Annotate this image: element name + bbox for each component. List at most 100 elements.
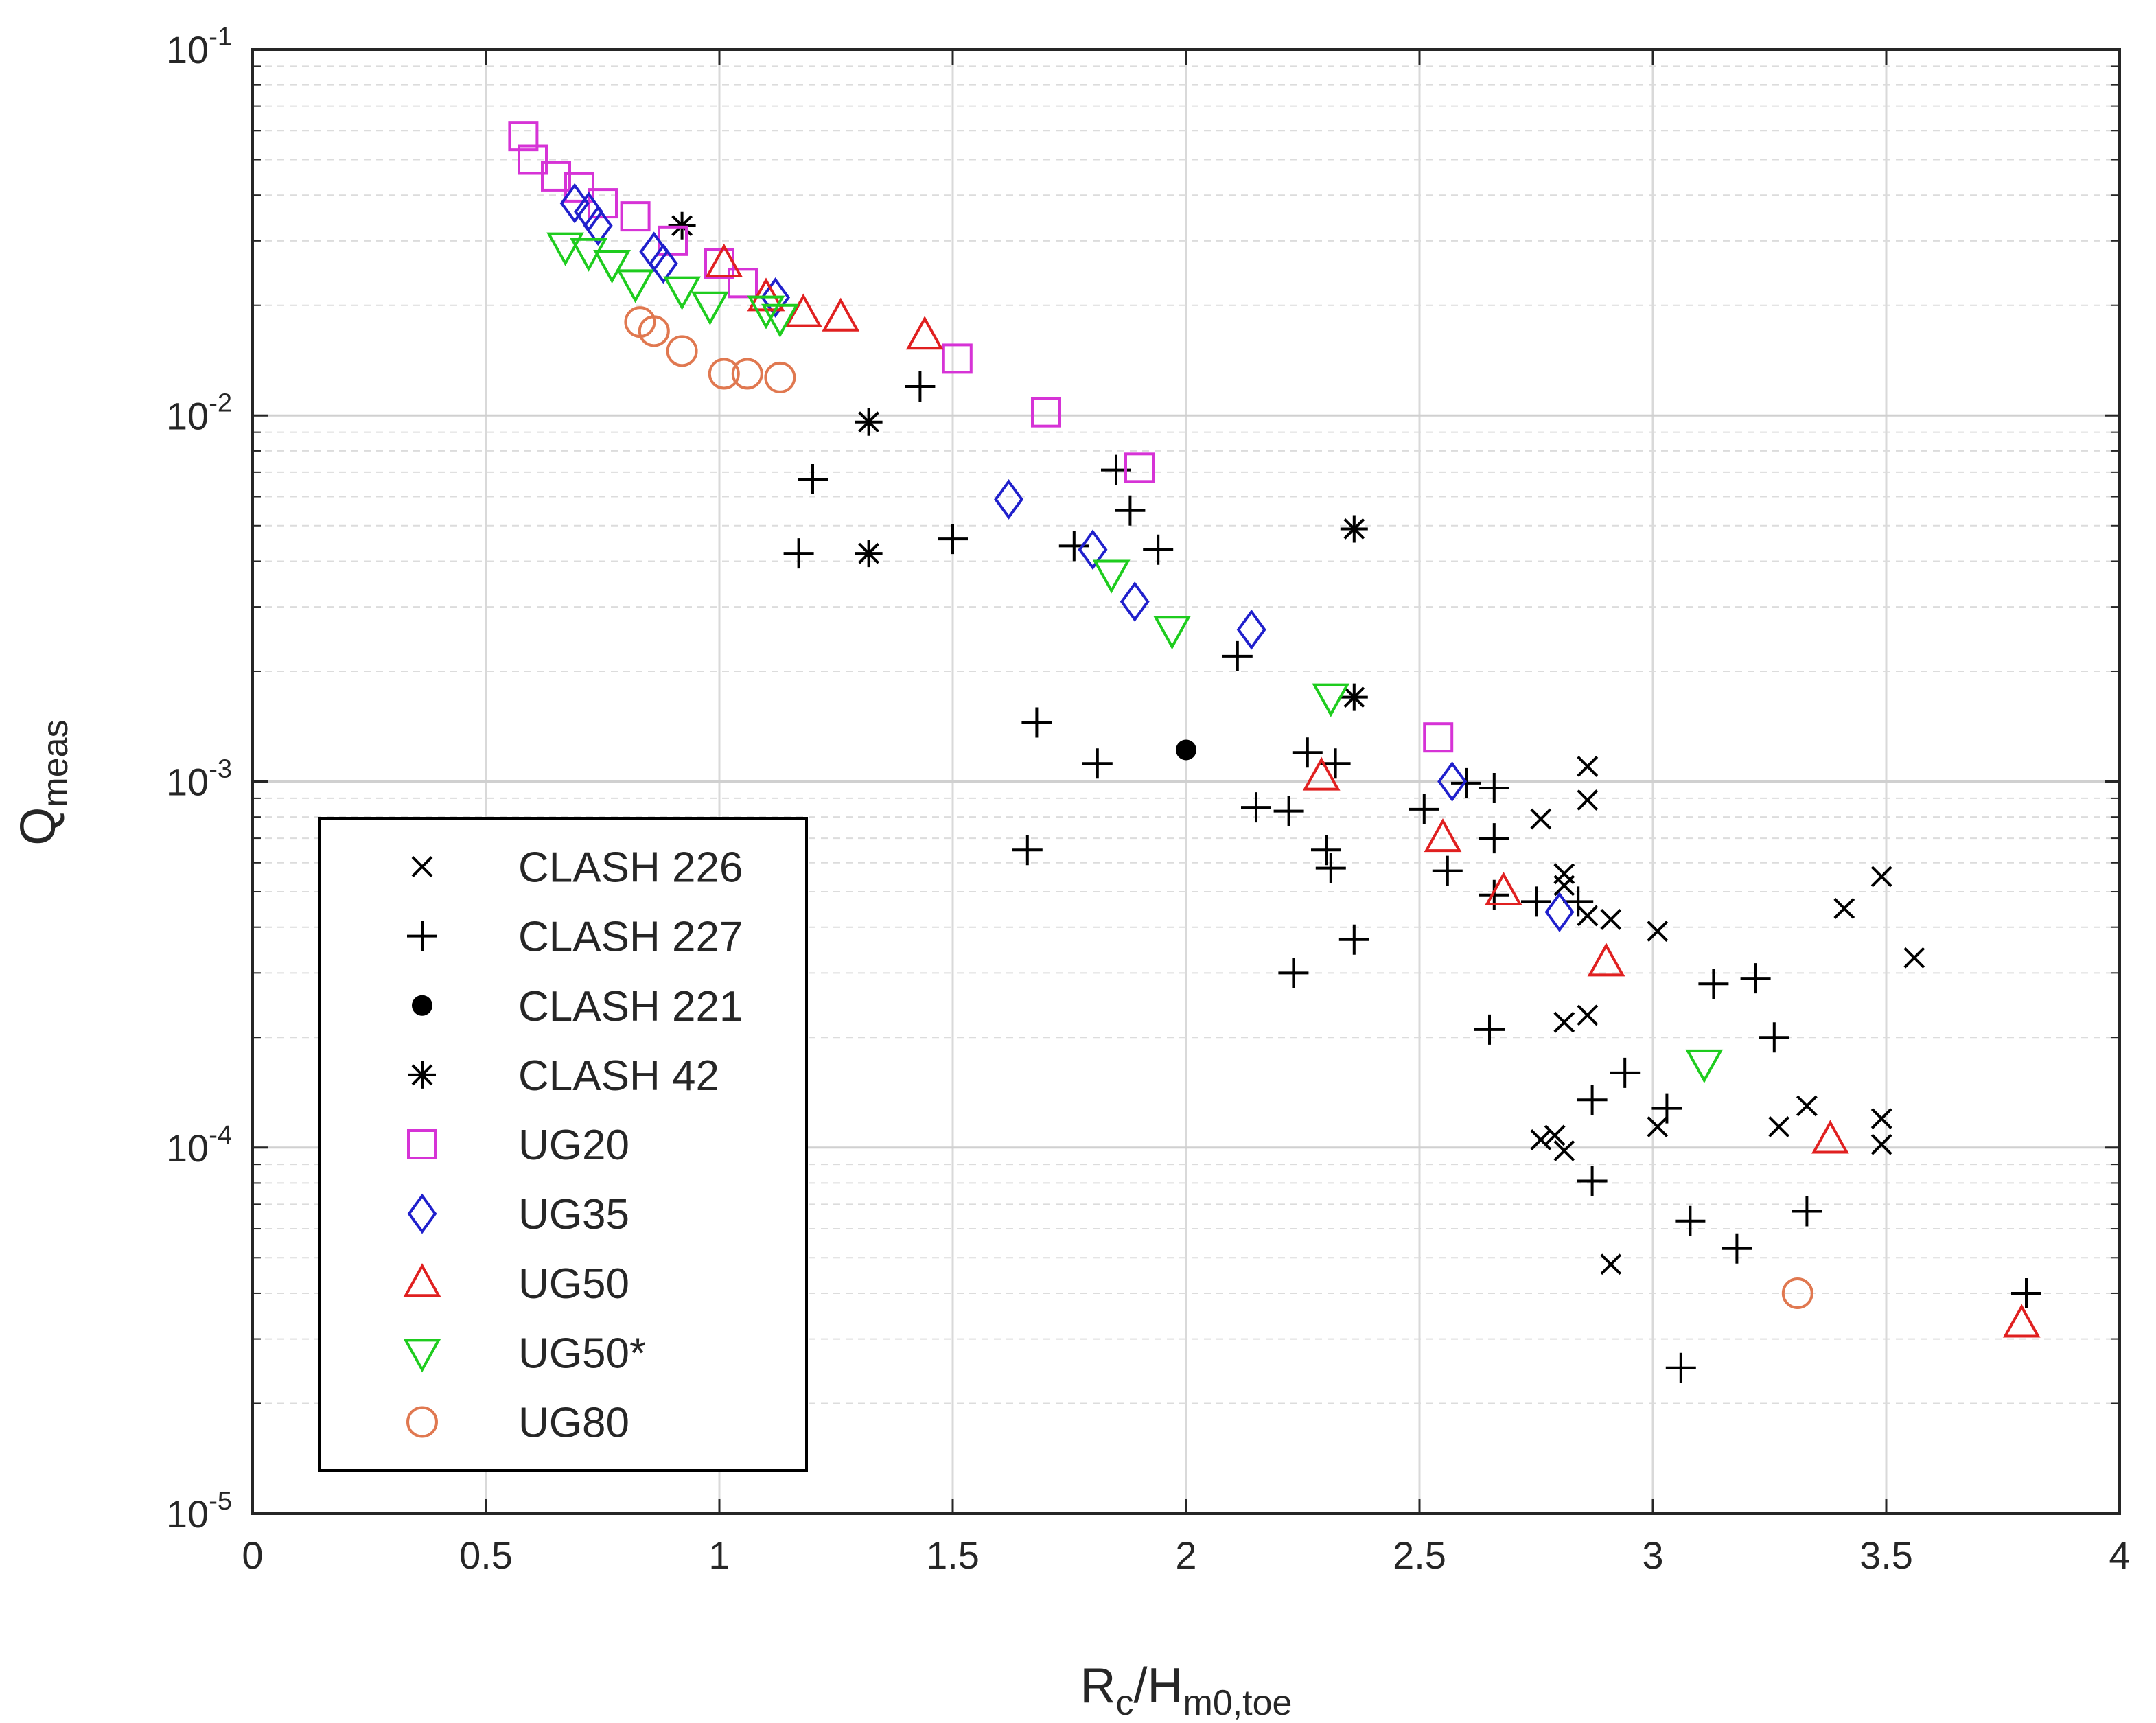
data-point (1222, 640, 1253, 671)
legend-marker (411, 856, 433, 877)
series-ug50- (546, 232, 1724, 1083)
data-point (747, 295, 785, 329)
data-point (1647, 1115, 1669, 1137)
series-clash-221 (1176, 739, 1196, 761)
data-point (1312, 683, 1350, 717)
legend-marker (403, 1339, 441, 1373)
data-point (1811, 1120, 1849, 1154)
data-point (1021, 707, 1052, 738)
data-point (1409, 794, 1439, 824)
data-point (938, 524, 968, 555)
data-point (1273, 796, 1304, 826)
data-point (1722, 1233, 1752, 1264)
legend-entry: UG80 (406, 1399, 629, 1446)
data-point (1115, 495, 1146, 526)
series-clash-42 (668, 211, 1368, 711)
x-tick-label: 3.5 (1859, 1534, 1913, 1577)
data-point (1012, 835, 1043, 866)
data-point (855, 540, 883, 568)
data-point (1600, 1253, 1622, 1275)
data-point (1143, 534, 1174, 565)
data-point (1236, 609, 1266, 650)
data-point (798, 463, 828, 494)
data-point (731, 358, 763, 390)
data-point (1521, 886, 1551, 917)
data-point (1577, 1004, 1599, 1026)
data-point (1698, 969, 1729, 999)
data-point (648, 243, 678, 284)
data-point (1577, 1085, 1608, 1115)
data-point (1479, 823, 1509, 854)
legend-entry: UG50* (403, 1330, 646, 1377)
data-point (663, 276, 702, 310)
data-point (1685, 1049, 1724, 1083)
data-point (1600, 908, 1622, 930)
data-point (905, 316, 944, 350)
data-point (994, 479, 1024, 520)
data-point (593, 249, 631, 284)
data-point (1544, 892, 1575, 933)
data-point (1651, 1093, 1682, 1124)
legend-marker (407, 1129, 437, 1159)
ticks: 0 0.5 1 1.5 2 2.5 3 3.5 4 10-5 10-4 10-3 10-2 10-1 (166, 23, 2131, 1577)
data-point (708, 358, 740, 390)
data-point (1302, 756, 1341, 791)
legend-label: CLASH 227 (518, 914, 743, 961)
data-point (1311, 835, 1341, 866)
data-point (1424, 818, 1462, 853)
data-point (1315, 853, 1346, 883)
data-point (1484, 871, 1522, 906)
data-point (1058, 531, 1089, 562)
legend-label: UG35 (518, 1191, 629, 1238)
data-point (559, 183, 590, 224)
data-point (1340, 683, 1368, 711)
data-point (822, 297, 860, 332)
data-point (1338, 924, 1369, 955)
x-tick-label: 0.5 (459, 1534, 513, 1577)
legend-label: UG50 (518, 1260, 629, 1308)
data-point (1124, 452, 1155, 483)
legend-label: CLASH 42 (518, 1052, 719, 1100)
data-point (1031, 397, 1061, 428)
y-tick-label: 10-3 (166, 755, 232, 804)
data-point (1082, 748, 1113, 779)
data-point (564, 172, 594, 203)
legend-marker (408, 1061, 436, 1089)
data-point (1320, 748, 1351, 779)
data-point (764, 361, 796, 393)
data-point (1903, 947, 1925, 969)
data-point (942, 343, 973, 374)
x-tick-label: 4 (2109, 1534, 2130, 1577)
legend-box (318, 817, 808, 1472)
data-point (1577, 789, 1599, 811)
data-point (1553, 1140, 1575, 1161)
data-point (1870, 866, 1892, 888)
data-point (1675, 1205, 1706, 1236)
data-point (1577, 756, 1599, 777)
data-point (541, 161, 571, 192)
data-point (1092, 559, 1131, 594)
data-point (1553, 1011, 1575, 1033)
data-point (546, 232, 585, 266)
series-clash-227 (783, 371, 2041, 1383)
y-tick-label: 10-1 (166, 23, 232, 71)
data-point (855, 408, 883, 436)
legend-entry: UG35 (407, 1191, 629, 1238)
legend-label: UG50* (518, 1330, 646, 1377)
data-point (1781, 1277, 1813, 1309)
data-point (2011, 1277, 2041, 1308)
series-clash-226 (1530, 756, 1925, 1275)
data-point (1587, 943, 1625, 977)
data-point (1423, 722, 1454, 753)
legend-entry: UG50 (403, 1260, 629, 1308)
data-point (668, 211, 696, 240)
data-point (508, 121, 539, 152)
legend-marker (412, 995, 432, 1016)
data-point (1577, 905, 1599, 927)
legend: CLASH 226 CLASH 227 CLASH 221 CLASH 42 UG20 U… (318, 817, 808, 1472)
data-point (1610, 1057, 1641, 1088)
data-point (1530, 1129, 1552, 1150)
data-point (616, 269, 655, 303)
data-point (705, 243, 743, 277)
